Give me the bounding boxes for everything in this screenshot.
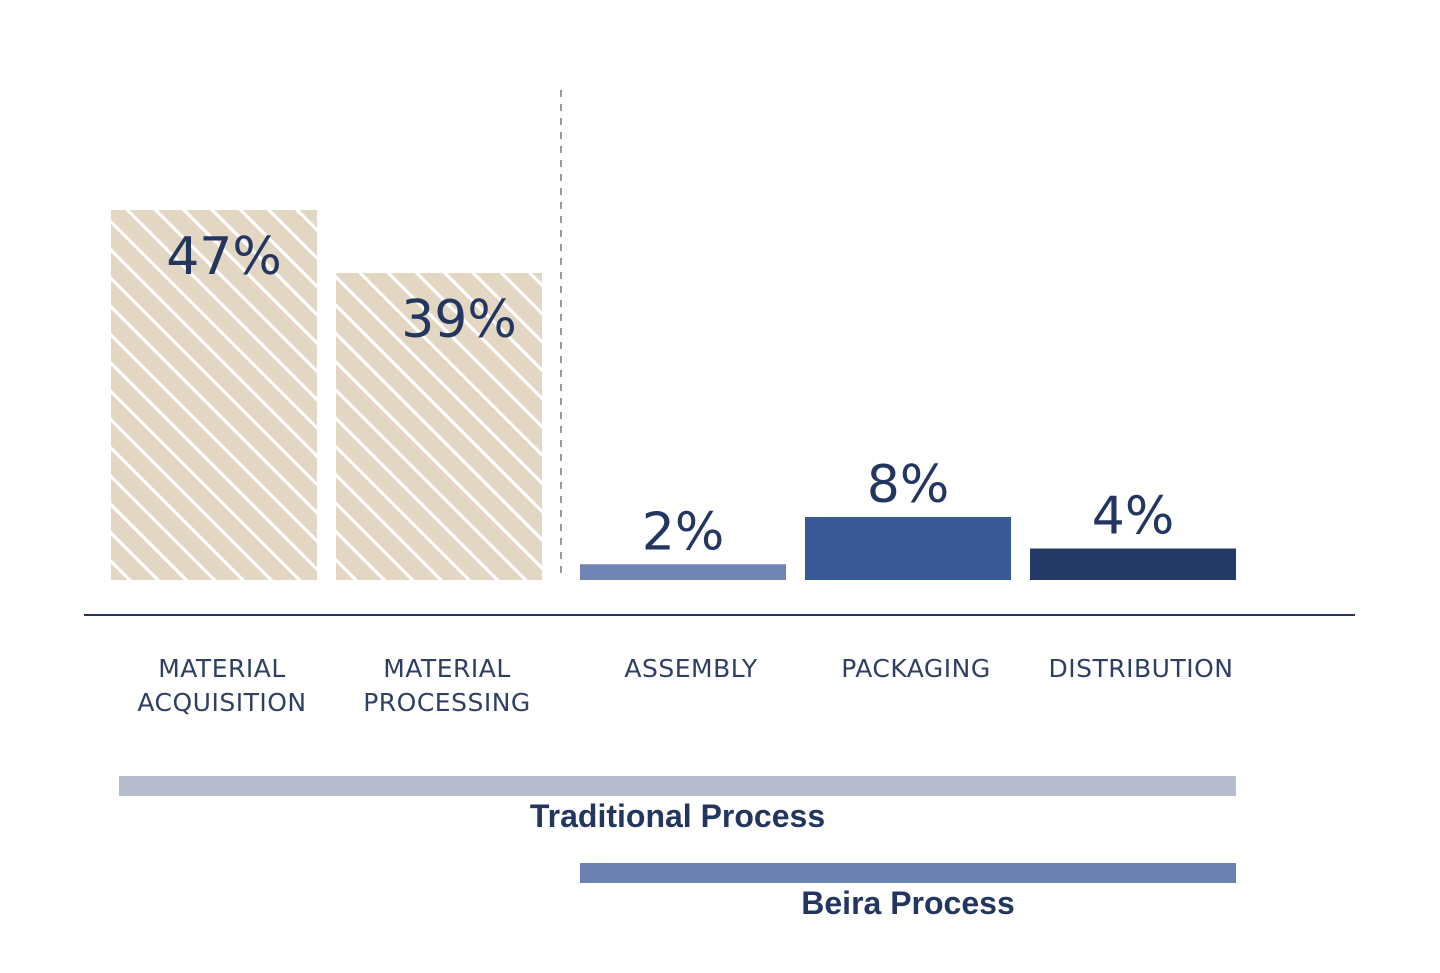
range-label-beira-process: Beira Process [801, 885, 1014, 921]
bar-material-acquisition [111, 210, 317, 580]
bar-assembly [580, 564, 786, 580]
value-label-material-processing: 39% [401, 290, 517, 350]
category-label-distribution: DISTRIBUTION [1049, 654, 1234, 683]
value-label-material-acquisition: 47% [166, 227, 282, 287]
range-bar-traditional-process [119, 776, 1236, 796]
value-label-packaging: 8% [867, 455, 950, 515]
bar-distribution [1030, 548, 1236, 580]
range-bar-beira-process [580, 863, 1236, 883]
range-label-traditional-process: Traditional Process [530, 798, 825, 834]
category-label-material-processing: MATERIAL [383, 654, 511, 683]
category-label-material-acquisition: MATERIAL [158, 654, 286, 683]
category-label-material-processing: PROCESSING [363, 688, 531, 717]
value-label-assembly: 2% [642, 502, 725, 562]
bar-packaging [805, 517, 1011, 580]
category-label-packaging: PACKAGING [841, 654, 991, 683]
bar-material-processing [336, 272, 542, 580]
category-label-assembly: ASSEMBLY [624, 654, 757, 683]
value-label-distribution: 4% [1092, 487, 1175, 547]
category-label-material-acquisition: ACQUISITION [137, 688, 306, 717]
